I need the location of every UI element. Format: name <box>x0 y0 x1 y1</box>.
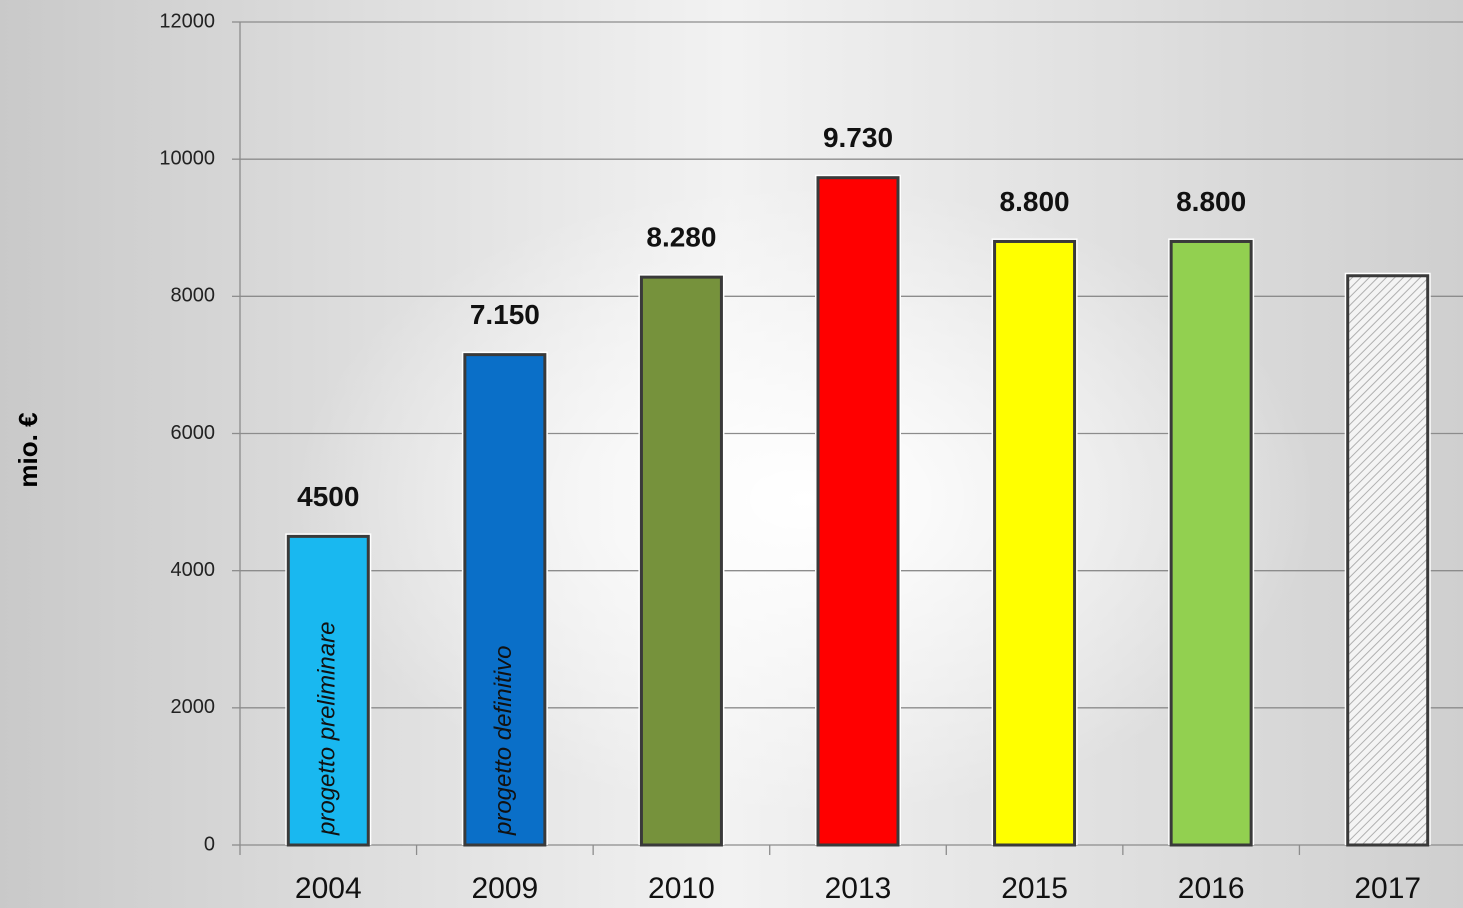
value-label: 8.280 <box>646 222 716 253</box>
x-tick-label: 2015 <box>1001 872 1068 905</box>
bar <box>1171 241 1251 845</box>
value-label: 9.730 <box>823 122 893 153</box>
bar <box>1348 276 1428 845</box>
value-label: 4500 <box>297 481 359 512</box>
value-label: 7.150 <box>470 299 540 330</box>
bar <box>818 178 898 845</box>
y-tick-label: 4000 <box>171 559 216 581</box>
y-axis-label: mio. € <box>13 412 43 487</box>
x-tick-label: 2004 <box>295 872 362 905</box>
y-tick-label: 6000 <box>171 422 216 444</box>
y-tick-label: 0 <box>204 833 215 855</box>
chart: mio. € 0 2000 4000 6000 8000 10000 12000 2004 45… <box>0 0 1463 908</box>
bar-annotation: progetto preliminare <box>314 622 341 836</box>
x-tick-label: 2010 <box>648 872 715 905</box>
bar <box>641 277 721 845</box>
value-label: 8.800 <box>1176 186 1246 217</box>
value-label: 8.800 <box>1000 186 1070 217</box>
y-tick-label: 8000 <box>171 285 216 307</box>
bar-annotation: progetto definitivo <box>490 646 517 836</box>
x-tick-label: 2013 <box>825 872 892 905</box>
bar <box>995 241 1075 845</box>
y-tick-label: 2000 <box>171 696 216 718</box>
y-tick-label: 10000 <box>159 147 215 169</box>
x-tick-label: 2016 <box>1178 872 1245 905</box>
x-tick-label: 2017 <box>1354 872 1421 905</box>
x-tick-label: 2009 <box>471 872 538 905</box>
y-tick-label: 12000 <box>159 10 215 32</box>
